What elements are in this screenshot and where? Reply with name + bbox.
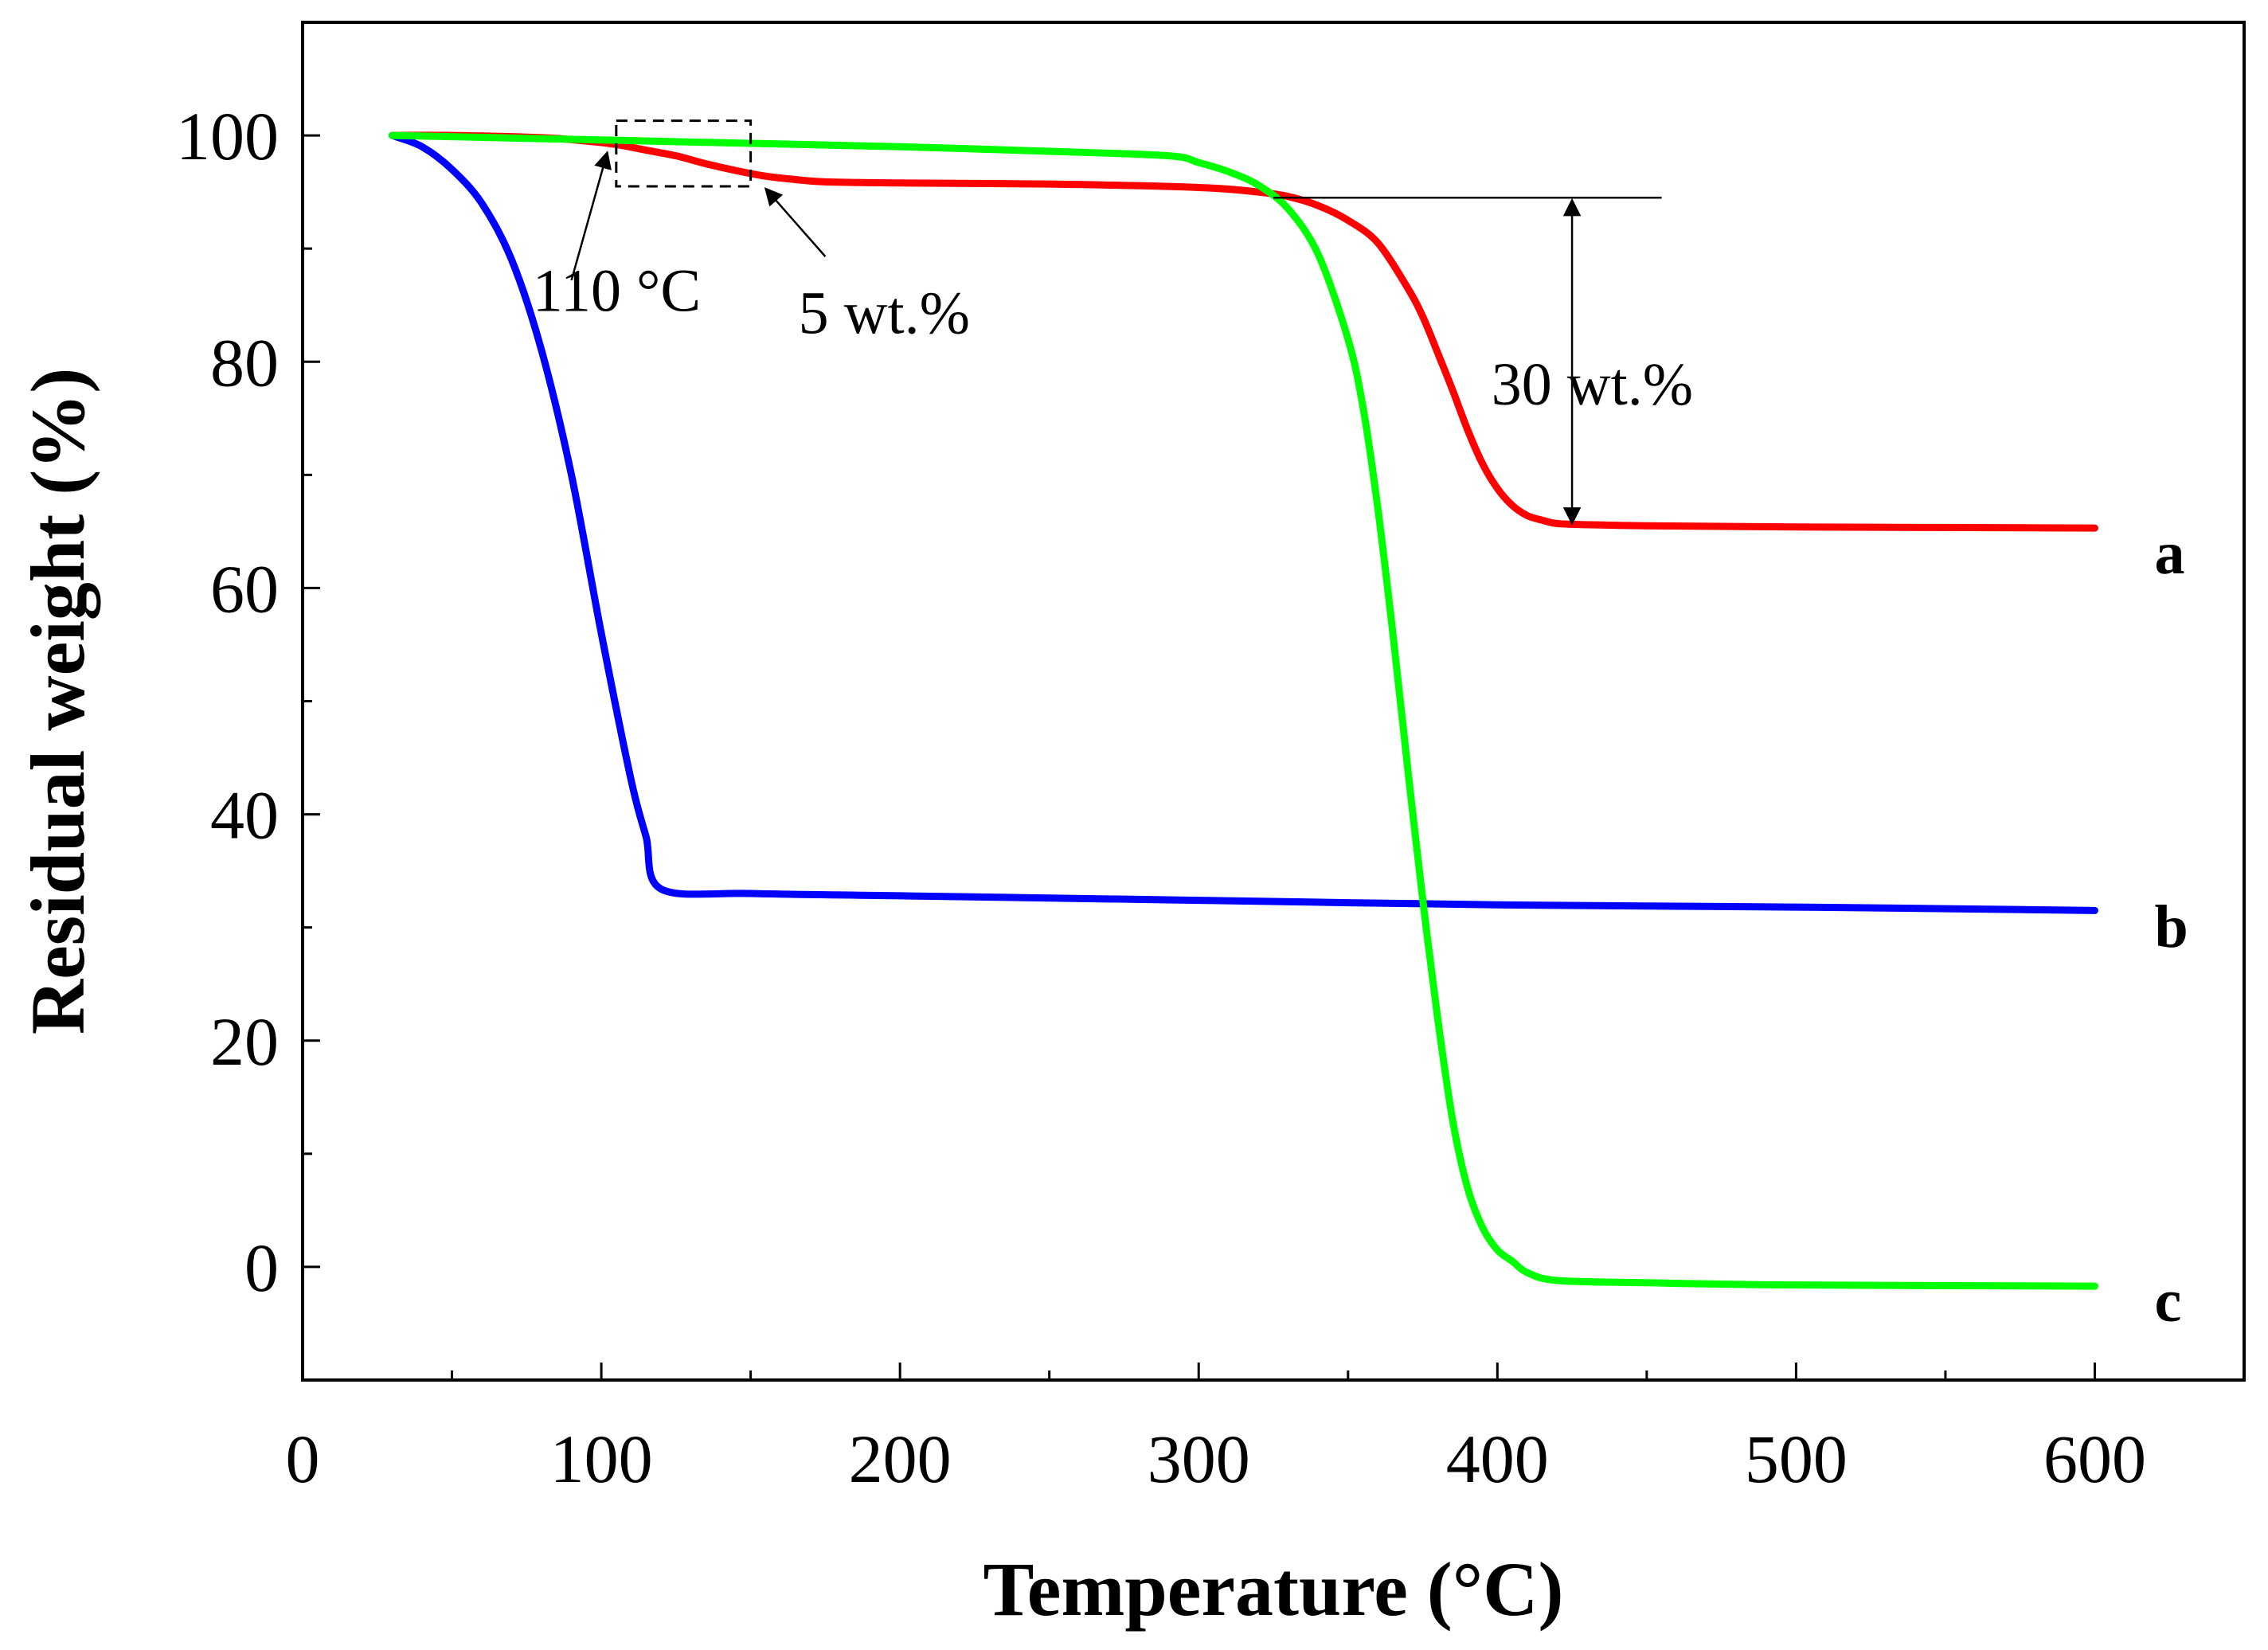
y-tick-label: 0 bbox=[244, 1230, 279, 1306]
axis-ticks: 0 100 200 300 400 500 600 0 20 40 60 80 100 bbox=[176, 21, 2146, 1497]
y-tick-label: 20 bbox=[210, 1003, 279, 1080]
curve-series-c bbox=[389, 131, 2098, 1290]
curve-series-b bbox=[389, 131, 2098, 914]
arrow-5-pointer bbox=[764, 187, 827, 257]
x-tick-label: 200 bbox=[849, 1421, 952, 1497]
dashed-highlight-box bbox=[615, 119, 753, 188]
y-tick-label: 60 bbox=[210, 550, 279, 627]
y-tick-label: 100 bbox=[176, 98, 279, 174]
x-tick-label: 600 bbox=[2043, 1421, 2146, 1497]
series-label-a: a bbox=[2154, 520, 2184, 587]
y-axis-title: Residual weight (%) bbox=[15, 368, 100, 1034]
x-axis-title: Temperature (°C) bbox=[983, 1546, 1564, 1632]
x-tick-label: 0 bbox=[286, 1421, 320, 1497]
series-label-c: c bbox=[2154, 1268, 2181, 1335]
y-tick-label: 80 bbox=[210, 324, 279, 401]
annotations: 110 °C 5 wt.% 30 wt.% a b c bbox=[533, 119, 2188, 1335]
x-tick-label: 300 bbox=[1148, 1421, 1250, 1497]
x-tick-label: 100 bbox=[550, 1421, 653, 1497]
x-tick-label: 400 bbox=[1446, 1421, 1549, 1497]
series-label-b: b bbox=[2154, 893, 2188, 960]
curve-series-a bbox=[389, 131, 2098, 532]
arrow-110-pointer bbox=[570, 151, 612, 281]
plot-frame bbox=[301, 21, 2246, 1382]
annotation-5-wt: 5 wt.% bbox=[799, 280, 970, 347]
x-tick-label: 500 bbox=[1745, 1421, 1848, 1497]
y-tick-label: 40 bbox=[210, 777, 279, 854]
annotation-110-c: 110 °C bbox=[533, 257, 701, 324]
annotation-30-wt: 30 wt.% bbox=[1492, 351, 1693, 418]
data-curves bbox=[389, 131, 2098, 1290]
